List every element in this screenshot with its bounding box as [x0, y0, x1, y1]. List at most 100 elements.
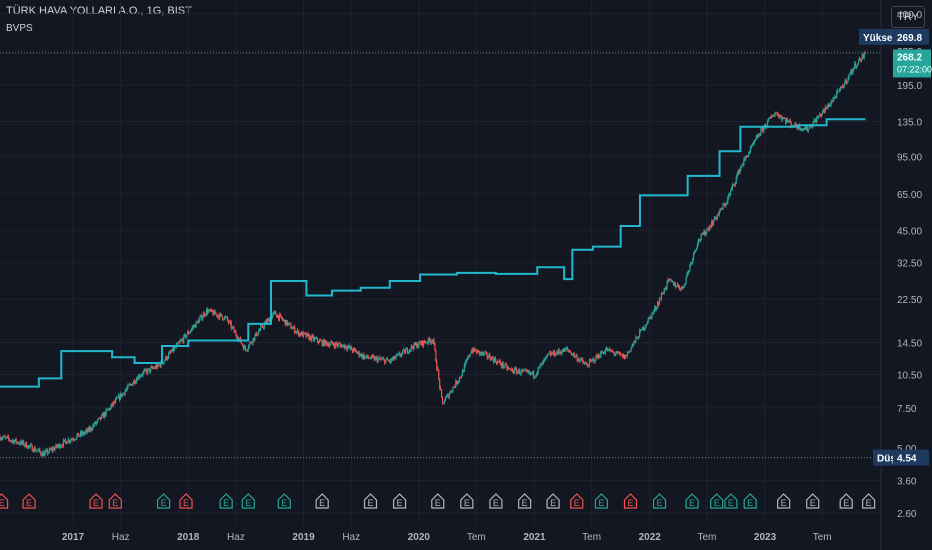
candle-body	[800, 128, 802, 130]
candle-body	[216, 314, 218, 317]
candle-body	[446, 394, 448, 397]
earnings-marker[interactable]: E	[0, 493, 9, 509]
candle-body	[633, 341, 635, 344]
candle-body	[250, 341, 252, 343]
earnings-marker[interactable]: E	[839, 493, 853, 509]
candle-body	[301, 332, 303, 337]
candle-body	[110, 405, 112, 410]
candle-body	[381, 358, 383, 360]
earnings-marker[interactable]: E	[623, 493, 638, 509]
candle-body	[342, 344, 344, 346]
earnings-marker-frame	[594, 493, 609, 509]
candle-body	[313, 336, 315, 341]
candle-body	[67, 439, 69, 443]
candle-body	[635, 336, 637, 342]
candle-body	[477, 350, 480, 352]
earnings-marker[interactable]: E	[157, 493, 171, 509]
currency-button[interactable]: TRY	[891, 6, 925, 28]
candle-body	[733, 183, 735, 185]
candle-body	[512, 369, 514, 373]
earnings-marker[interactable]: E	[546, 493, 560, 509]
candle-body	[323, 339, 325, 346]
candle-body	[654, 307, 656, 311]
candle-body	[111, 403, 113, 406]
candle-body	[859, 58, 862, 62]
candle-body	[596, 355, 598, 358]
candle-body	[832, 99, 834, 102]
earnings-marker[interactable]: E	[241, 493, 255, 509]
candle-body	[665, 287, 667, 290]
candle-body	[407, 352, 410, 354]
earnings-marker[interactable]: E	[108, 493, 122, 509]
earnings-marker[interactable]: E	[710, 493, 724, 509]
candle-body	[120, 393, 122, 397]
candle-body	[464, 362, 466, 365]
candle-body	[283, 319, 285, 321]
earnings-marker[interactable]: E	[862, 493, 876, 509]
candle-body	[187, 331, 190, 334]
earnings-marker[interactable]: E	[652, 493, 667, 509]
earnings-marker[interactable]: E	[460, 493, 474, 509]
earnings-marker[interactable]: E	[594, 493, 609, 509]
earnings-marker[interactable]: E	[179, 493, 193, 509]
earnings-marker[interactable]: E	[363, 493, 378, 509]
candle-body	[838, 90, 840, 91]
earnings-marker[interactable]: E	[392, 493, 407, 509]
candle-body	[132, 383, 134, 386]
earnings-marker[interactable]: E	[315, 493, 329, 509]
candle-body	[627, 352, 629, 353]
earnings-marker[interactable]: E	[22, 493, 36, 509]
candle-body	[106, 409, 108, 411]
candle-body	[292, 327, 294, 329]
candle-body	[432, 339, 434, 342]
earnings-marker[interactable]: E	[89, 493, 103, 509]
earnings-marker[interactable]: E	[685, 493, 699, 509]
candle-body	[478, 350, 481, 355]
earnings-marker[interactable]: E	[777, 493, 791, 509]
candle-body	[45, 450, 48, 452]
price-axis[interactable]: 400.0275.0195.0135.095.0065.0045.0032.50…	[897, 10, 922, 520]
candle-body	[534, 376, 536, 378]
candle-body	[122, 392, 124, 394]
earnings-marker[interactable]: E	[219, 493, 233, 509]
candle-body	[213, 310, 215, 316]
earnings-marker[interactable]: E	[431, 493, 445, 509]
candle-body	[511, 369, 513, 370]
candle-body	[62, 440, 65, 446]
candle-body	[819, 114, 821, 116]
earnings-marker[interactable]: E	[570, 493, 584, 509]
candle-body	[469, 354, 471, 357]
candle-body	[437, 368, 439, 371]
candle-body	[181, 339, 183, 341]
candle-body	[422, 340, 425, 346]
earnings-marker[interactable]: E	[743, 493, 757, 509]
candle-body	[30, 444, 32, 446]
candle-body	[589, 360, 591, 362]
candle-body	[341, 345, 343, 348]
candle-body	[560, 352, 562, 354]
earnings-marker[interactable]: E	[724, 493, 738, 509]
candle-body	[710, 226, 712, 228]
candle-body	[268, 318, 270, 323]
candle-body	[818, 115, 820, 118]
candle-body	[748, 153, 750, 157]
candle-body	[100, 415, 102, 420]
candle-body	[375, 357, 377, 359]
candle-body	[799, 124, 801, 130]
candle-body	[103, 412, 105, 418]
candle-body	[414, 342, 416, 346]
candle-body	[302, 332, 304, 337]
candle-body	[123, 392, 125, 395]
candle-body	[360, 353, 362, 356]
candle-body	[246, 349, 248, 351]
candle-body	[378, 357, 380, 359]
time-axis[interactable]: 2017 Haz 2018 Haz 2019 Haz 2020 Tem 2021 Tem 2022 T…	[62, 532, 832, 543]
candle-body	[591, 359, 593, 361]
earnings-marker[interactable]: E	[489, 493, 503, 509]
earnings-marker[interactable]: E	[806, 493, 820, 509]
earnings-marker[interactable]: E	[277, 493, 291, 509]
earnings-marker[interactable]: E	[518, 493, 532, 509]
candle-body	[797, 127, 799, 129]
candle-body	[705, 232, 707, 235]
